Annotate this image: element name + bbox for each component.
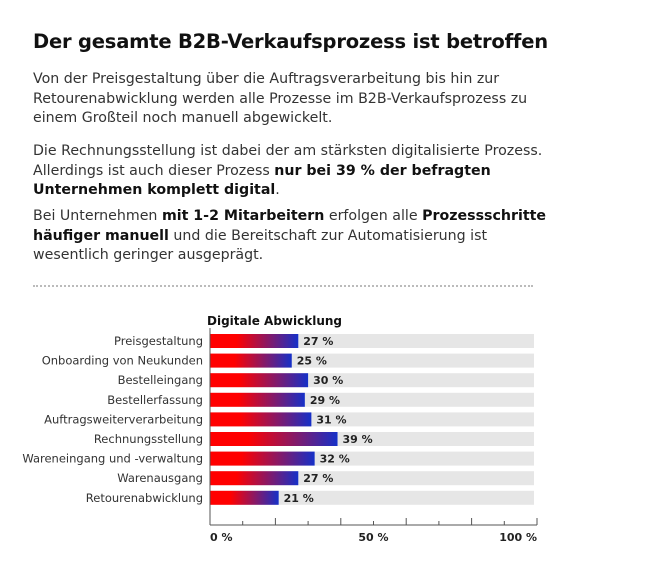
category-label: Preisgestaltung [114, 334, 203, 348]
value-label: 29 % [310, 394, 340, 407]
category-label: Rechnungsstellung [94, 432, 203, 446]
value-label: 31 % [316, 413, 346, 426]
bar [210, 353, 292, 368]
divider [33, 285, 533, 287]
category-label: Bestellerfassung [107, 393, 203, 407]
text: und die Bereitschaft zur Automatisierung… [33, 227, 488, 264]
bar [210, 373, 309, 388]
value-label: 21 % [284, 492, 314, 505]
bar [210, 432, 338, 446]
value-label: 27 % [303, 472, 333, 485]
text: Von der Preisgestaltung über die Auftrag… [33, 71, 528, 126]
value-label: 30 % [313, 374, 343, 387]
text: Bei Unternehmen [33, 208, 162, 224]
bold-text: Prozessschritte häufiger manuell [33, 208, 547, 244]
paragraph-1: Von der Preisgestaltung über die Auftrag… [33, 70, 553, 129]
value-label: 27 % [303, 335, 333, 348]
category-label: Bestelleingang [118, 373, 203, 387]
x-tick-label: 0 % [210, 531, 233, 544]
x-tick-label: 100 % [499, 531, 537, 544]
text: Die Rechnungsstellung ist dabei der am s… [33, 143, 543, 179]
category-label: Onboarding von Neukunden [42, 354, 203, 368]
category-label: Wareneingang und -verwaltung [22, 452, 203, 466]
bar [210, 392, 305, 407]
chart-title: Digitale Abwicklung [207, 314, 342, 328]
bold-text: nur bei 39 % der befragten Unternehmen k… [33, 162, 491, 199]
value-label: 32 % [320, 453, 350, 466]
bar [210, 334, 299, 348]
bar [210, 412, 312, 427]
x-tick-label: 50 % [358, 531, 388, 544]
text: . [275, 182, 280, 198]
bold-text: mit 1-2 Mitarbeitern [161, 208, 325, 224]
category-label: Warenausgang [117, 471, 203, 485]
paragraph-3: Bei Unternehmen mit 1-2 Mitarbeitern erf… [33, 207, 553, 266]
value-label: 25 % [297, 355, 327, 368]
value-label: 39 % [343, 433, 373, 446]
bar [210, 471, 299, 486]
bar-track [210, 490, 534, 505]
paragraph-2: Die Rechnungsstellung ist dabei der am s… [33, 142, 553, 201]
category-label: Retourenabwicklung [86, 491, 203, 505]
category-label: Auftragsweiterverarbeitung [44, 412, 203, 426]
bar [210, 490, 279, 505]
bar [210, 451, 315, 466]
page-title: Der gesamte B2B-Verkaufsprozess ist betr… [33, 30, 548, 53]
text: erfolgen alle [324, 208, 423, 224]
